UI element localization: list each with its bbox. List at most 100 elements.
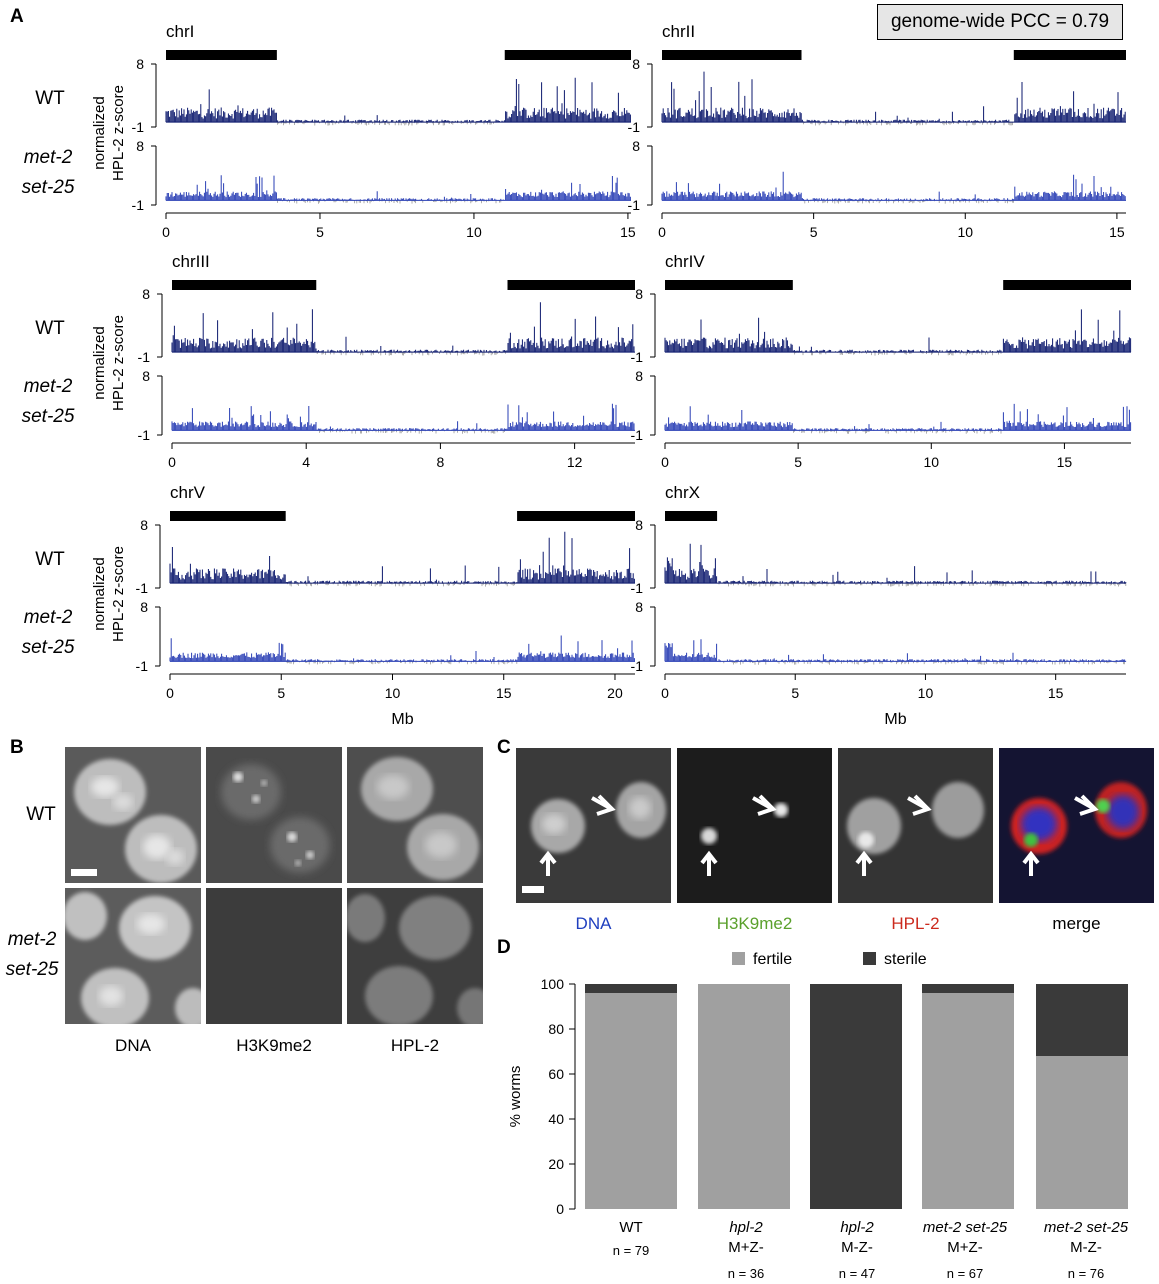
panel-a-letter: A — [10, 6, 24, 27]
y-tick-label: 40 — [548, 1111, 564, 1127]
signal-bars — [169, 635, 635, 662]
mutant-track: 8 -1 — [138, 368, 635, 443]
bar-label-n: n = 36 — [727, 1266, 765, 1281]
panel-b-caption-dna: DNA — [115, 1036, 151, 1055]
x-tick-label: 5 — [810, 224, 818, 240]
x-tick-label: 10 — [923, 454, 939, 470]
micrograph-c-merge — [999, 748, 1154, 903]
micrograph-wt-hpl2 — [347, 747, 483, 883]
signal-bars — [664, 403, 1132, 431]
x-tick-label: 15 — [496, 685, 512, 701]
x-tick-label: 20 — [607, 685, 623, 701]
pcc-box: genome-wide PCC = 0.79 — [877, 4, 1123, 40]
signal-bars — [661, 71, 1126, 123]
micrograph-c-dna — [516, 748, 671, 903]
bar-label-line2: M+Z- — [947, 1239, 983, 1256]
bar-sterile — [1036, 984, 1128, 1056]
y-tick-label: 8 — [635, 599, 643, 615]
x-tick-label: 0 — [658, 224, 666, 240]
y-axis-label: % worms — [507, 1066, 524, 1128]
micrograph-mutant-h3k9me2 — [206, 888, 342, 1024]
x-tick-label: 15 — [1048, 685, 1064, 701]
micrograph-c-h3k9me2 — [677, 748, 832, 903]
chromosome-chrIII: chrIII 8 -1 8 -1 0 4 8 12 — [138, 252, 635, 470]
y-tick-label: 8 — [635, 517, 643, 533]
wt-track: 8 -1 — [138, 286, 635, 365]
arrow-icon — [752, 794, 777, 816]
x-tick-label: 15 — [1109, 224, 1125, 240]
row-label-mutant-line2: set-25 — [21, 637, 75, 658]
y-tick-label: -1 — [631, 349, 644, 365]
bar-fertile — [1036, 1056, 1128, 1209]
signal-bars — [664, 639, 1127, 662]
y-tick-label: 100 — [541, 976, 565, 992]
micrograph-mutant-hpl2-image — [347, 888, 483, 1024]
x-tick-label: 0 — [162, 224, 170, 240]
wt-track: 8 -1 — [132, 56, 631, 135]
x-tick-label: 5 — [791, 685, 799, 701]
bar-sterile — [922, 984, 1014, 993]
mutant-track: 8 -1 — [631, 368, 1132, 443]
fertility-bar-chart: 0 20 40 60 80 100 % worms fertile sterile — [507, 951, 1128, 1217]
y-tick-label: -1 — [631, 427, 644, 443]
row-label-mutant-line1: met-2 — [23, 376, 73, 397]
bar-label-n: n = 47 — [838, 1266, 876, 1281]
row-label-wt: WT — [35, 88, 65, 109]
x-tick-label: 10 — [957, 224, 973, 240]
bar-label-n: n = 67 — [946, 1266, 984, 1281]
x-tick-label: 4 — [302, 454, 310, 470]
x-tick-label: 0 — [661, 685, 669, 701]
micrograph-mutant-h3k9me2-image — [206, 888, 342, 1024]
bar-label-met2-mz: met-2 set-25 M+Z- n = 67 — [900, 1218, 1030, 1284]
bar-label-line1: hpl-2 — [729, 1219, 763, 1236]
arrow-icon — [591, 794, 616, 816]
bar-label-line1: met-2 set-25 — [1043, 1219, 1129, 1236]
y-tick-label: 20 — [548, 1156, 564, 1172]
arrow-icon — [700, 850, 718, 876]
y-tick-label: 8 — [632, 138, 640, 154]
bar-label-line1: WT — [619, 1219, 643, 1236]
negative-signal — [718, 583, 1127, 587]
chromosome-name: chrX — [665, 483, 700, 502]
bar-sterile — [585, 984, 677, 993]
y-tick-label: 8 — [142, 286, 150, 302]
bar-label-hpl2-m-z: hpl-2 M-Z- n = 47 — [797, 1218, 917, 1284]
micrograph-c-h3k9me2-image — [677, 748, 832, 903]
legend: fertile sterile — [732, 951, 927, 968]
y-tick-label: 80 — [548, 1021, 564, 1037]
bar-fertile — [698, 984, 790, 1209]
row-label-mutant-line1: met-2 — [23, 607, 73, 628]
bar-label-line1: met-2 set-25 — [922, 1219, 1008, 1236]
row-label-mutant: met-2 set-25 — [8, 372, 88, 432]
negative-signal — [287, 583, 515, 587]
arrow-icon — [539, 850, 557, 876]
bar-label-line2: M-Z- — [841, 1239, 873, 1256]
signal-bars — [661, 171, 1126, 201]
panel-b-row-mutant: met-2 set-25 — [2, 925, 62, 985]
mutant-track: 8 -1 — [631, 599, 1127, 674]
panel-c-caption-hpl2: HPL-2 — [891, 914, 940, 933]
x-axis-label: Mb — [391, 711, 413, 728]
chromosome-name: chrV — [170, 483, 206, 502]
signal-bars — [165, 175, 631, 201]
bar-label-wt: WT n = 79 — [571, 1218, 691, 1261]
negative-signal — [277, 122, 504, 126]
x-tick-label: 10 — [466, 224, 482, 240]
bar-label-n: n = 76 — [1067, 1266, 1105, 1281]
bar-label-met2-m-z: met-2 set-25 M-Z- n = 76 — [1021, 1218, 1151, 1284]
x-tick-label: 0 — [168, 454, 176, 470]
micrograph-wt-dna — [65, 747, 201, 883]
wt-track: 8 -1 — [628, 56, 1126, 135]
row-label-mutant: met-2 set-25 — [8, 603, 88, 663]
row-label-mutant-line1: met-2 — [23, 147, 73, 168]
arm-bar — [504, 50, 631, 60]
bar-fertile — [922, 993, 1014, 1209]
micrograph-wt-h3k9me2-image — [206, 747, 342, 883]
x-tick-label: 15 — [620, 224, 636, 240]
x-tick-label: 8 — [437, 454, 445, 470]
bar-label-line2: M-Z- — [1070, 1239, 1102, 1256]
y-tick-label: 8 — [142, 368, 150, 384]
x-tick-label: 12 — [567, 454, 583, 470]
micrograph-c-dna-image — [516, 748, 671, 903]
chromosome-name: chrIII — [172, 252, 210, 271]
